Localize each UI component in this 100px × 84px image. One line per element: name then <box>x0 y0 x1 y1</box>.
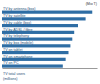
chart: TV by antenna (box) TV by satellite TV by … <box>0 0 100 84</box>
category-label: TV by cable (box) <box>3 21 31 25</box>
category-label: TV by antenna (box) <box>3 7 36 11</box>
annotations: TV total users(millions) <box>3 72 25 81</box>
category-label: TV by satellite <box>3 14 26 18</box>
category-labels: TV by antenna (box) TV by satellite TV by … <box>3 7 36 65</box>
x-axis <box>3 68 98 69</box>
category-label: TV by ADSL / fibre <box>3 28 32 32</box>
category-label: TV on tablet <box>3 48 22 52</box>
annotation: (millions) <box>3 77 17 81</box>
category-label: TV on smartphone <box>3 55 33 59</box>
bars <box>2 11 92 68</box>
category-label: TV by telephony <box>3 34 29 38</box>
axis-title: (Mio T) <box>86 2 97 6</box>
axis-line <box>3 68 98 69</box>
category-label: TV on PC <box>3 61 19 65</box>
annotation: TV total users <box>3 72 25 76</box>
category-label: TV by box (mobile) <box>3 41 33 45</box>
